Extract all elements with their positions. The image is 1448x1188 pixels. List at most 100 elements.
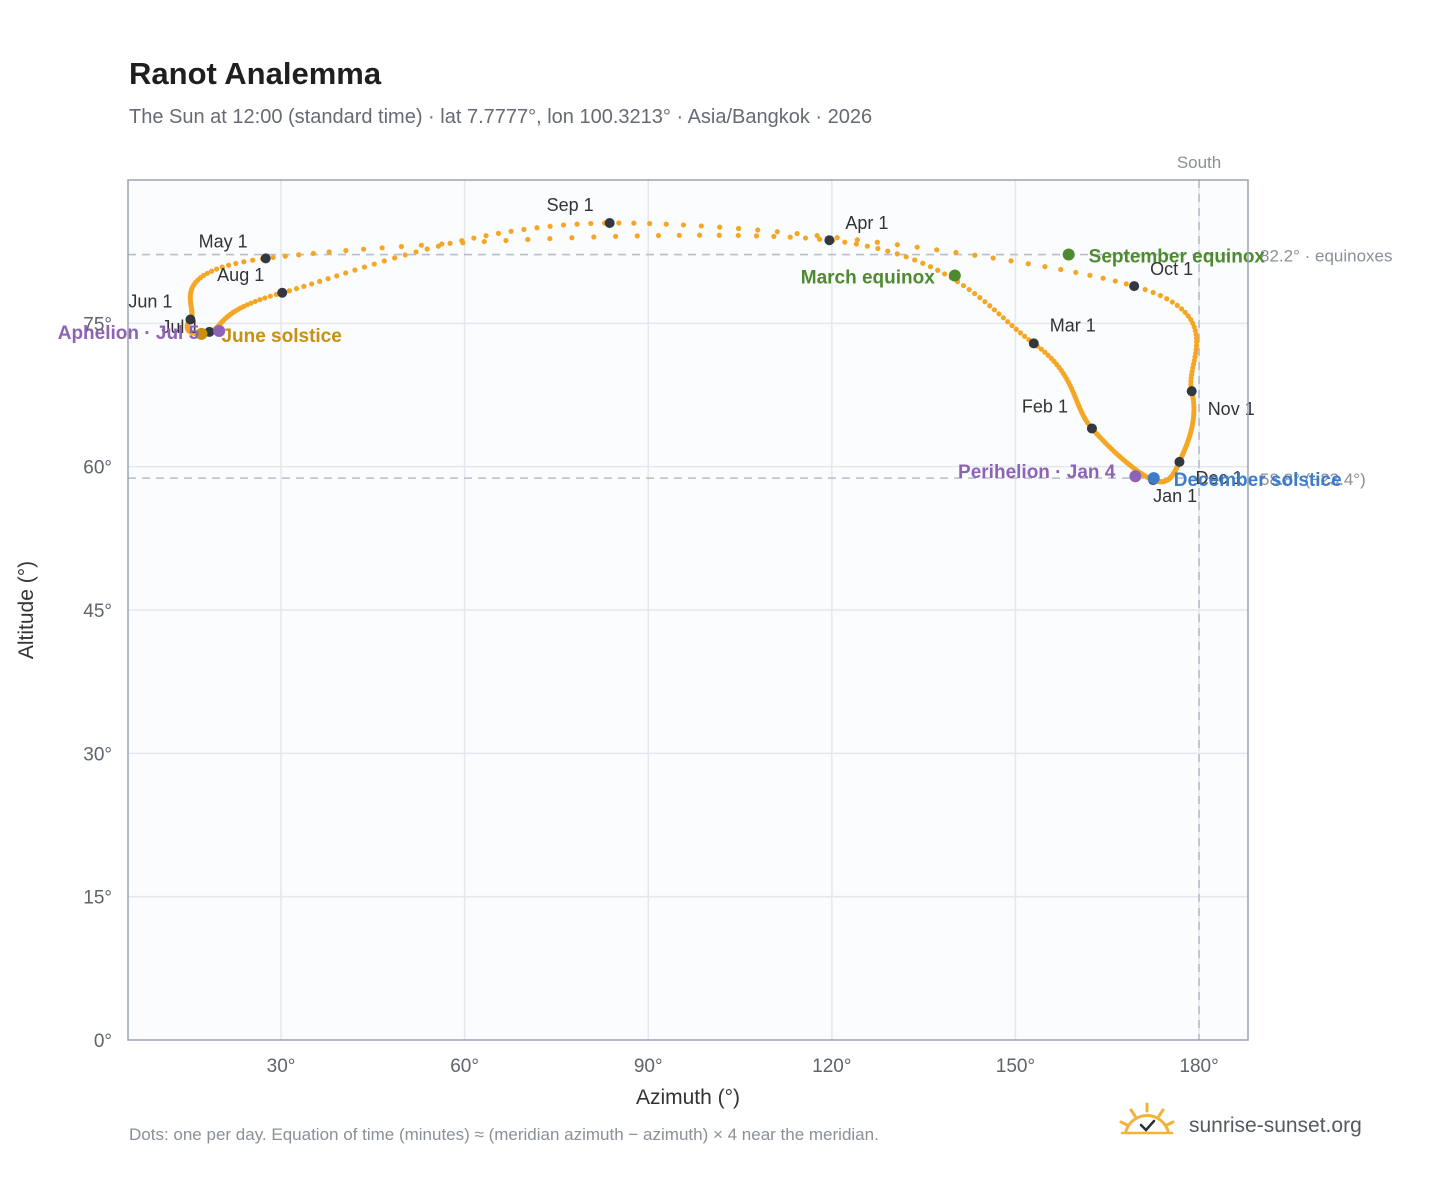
- day-dot: [647, 220, 653, 227]
- day-dot: [447, 240, 453, 246]
- day-dot: [1185, 313, 1191, 319]
- day-dot: [1000, 315, 1006, 321]
- day-dot: [794, 230, 800, 237]
- day-dot: [735, 232, 741, 239]
- day-dot: [864, 243, 870, 249]
- month-label: Jul 1: [161, 317, 199, 337]
- day-dot: [696, 232, 703, 238]
- month-label: Aug 1: [217, 265, 264, 285]
- month-label: May 1: [199, 231, 248, 251]
- month-label: Nov 1: [1208, 399, 1255, 419]
- day-dot: [935, 267, 941, 273]
- month-label: Mar 1: [1050, 315, 1096, 335]
- day-dot: [717, 224, 723, 230]
- day-dot: [934, 247, 940, 253]
- event-marker: [948, 269, 961, 282]
- day-dot: [972, 252, 978, 258]
- day-dot: [927, 264, 934, 270]
- event-label: June solstice: [221, 326, 341, 347]
- day-dot: [920, 260, 926, 266]
- x-tick-label: 90°: [634, 1056, 663, 1077]
- day-dot: [360, 246, 367, 252]
- day-dot: [301, 283, 307, 289]
- day-dot: [1150, 289, 1156, 296]
- day-dot: [853, 241, 859, 247]
- day-dot: [1058, 266, 1064, 273]
- day-dot: [1164, 296, 1170, 302]
- day-dot: [352, 267, 358, 273]
- day-dot: [787, 234, 793, 240]
- chart-subtitle: The Sun at 12:00 (standard time) · lat 7…: [129, 106, 872, 128]
- y-tick-label: 0°: [94, 1031, 112, 1052]
- day-dot: [616, 220, 622, 226]
- y-tick-label: 75°: [83, 314, 112, 335]
- event-markers: March equinox September equinox June solst…: [58, 247, 1342, 492]
- month-label: Jun 1: [128, 292, 172, 312]
- day-dot: [953, 249, 959, 256]
- day-dot: [842, 239, 848, 245]
- day-dot: [1193, 343, 1200, 349]
- day-dot: [1025, 261, 1031, 267]
- y-tick-label: 15°: [83, 888, 112, 909]
- day-dot: [418, 242, 424, 248]
- day-dot: [233, 260, 239, 267]
- day-dot: [1178, 306, 1185, 312]
- day-dot: [525, 236, 531, 243]
- month-label: Apr 1: [845, 213, 888, 233]
- day-dot: [334, 273, 340, 279]
- day-dot: [1142, 286, 1148, 293]
- day-dot: [885, 248, 891, 254]
- day-dot: [219, 264, 225, 270]
- month-marker: [1186, 386, 1197, 397]
- day-dot: [755, 227, 761, 233]
- day-dot: [326, 249, 332, 255]
- month-marker: [1086, 423, 1097, 434]
- altitude-reference-label: 58.8° (−23.4°): [1260, 470, 1366, 489]
- day-dot: [503, 237, 509, 244]
- meridian-label: South: [1177, 153, 1221, 172]
- day-dot: [966, 286, 972, 293]
- day-dot: [560, 222, 567, 228]
- y-axis-label: Altitude (°): [15, 561, 38, 659]
- day-dot: [402, 252, 408, 258]
- day-dot: [574, 221, 580, 227]
- x-tick-label: 150°: [996, 1056, 1035, 1077]
- day-dot: [257, 297, 263, 303]
- y-tick-label: 60°: [83, 458, 112, 479]
- x-tick-label: 180°: [1179, 1056, 1218, 1077]
- day-dot: [371, 261, 377, 267]
- event-marker: [195, 327, 208, 340]
- plot-frame: [127, 179, 1249, 1041]
- day-dot: [1045, 352, 1051, 358]
- day-dot: [381, 258, 387, 264]
- day-dot: [296, 252, 302, 258]
- day-dot: [753, 233, 760, 239]
- day-dot: [459, 238, 465, 244]
- day-dot: [343, 247, 349, 254]
- event-label: December solstice: [1174, 470, 1342, 491]
- grid: [128, 180, 1248, 1040]
- month-marker: [1174, 456, 1185, 467]
- month-marker: [604, 218, 615, 228]
- day-dot: [676, 232, 682, 238]
- day-dot: [972, 290, 978, 297]
- day-dot: [716, 232, 722, 238]
- day-dot: [424, 246, 430, 252]
- day-dot: [286, 288, 292, 294]
- day-dot: [1157, 292, 1163, 299]
- day-dot: [471, 235, 477, 241]
- month-markers: Jan 1 Feb 1 Mar 1 Apr 1 May 1 Jun 1 Jul 1 Aug 1…: [128, 195, 1254, 506]
- day-dot: [310, 250, 316, 256]
- day-dot: [226, 262, 232, 268]
- day-dot: [1017, 330, 1023, 336]
- event-marker: [213, 324, 226, 337]
- day-dot: [817, 236, 823, 242]
- day-dot: [977, 295, 983, 301]
- day-dot: [1112, 278, 1118, 284]
- day-dot: [991, 307, 997, 313]
- day-dot: [435, 243, 442, 249]
- day-dot: [680, 222, 687, 228]
- day-dot: [1008, 258, 1014, 264]
- day-dot: [1073, 269, 1079, 276]
